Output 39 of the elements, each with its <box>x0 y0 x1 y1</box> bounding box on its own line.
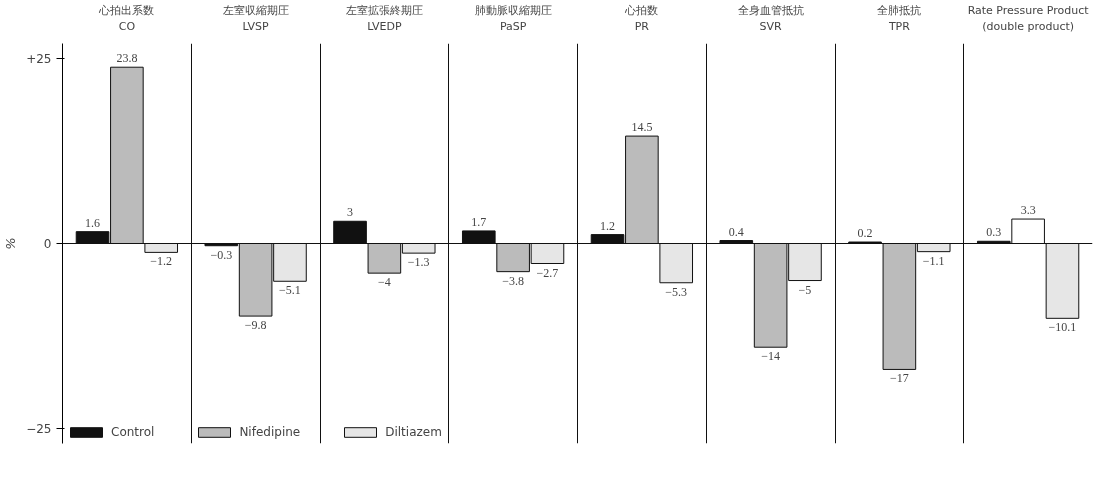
x-tick-label: 全肺抵抗 TPR <box>877 3 922 33</box>
data-label: −17 <box>889 371 909 386</box>
data-label: 23.8 <box>116 51 138 66</box>
x-tick-label: 心拍数 PR <box>624 3 659 33</box>
data-label: 1.2 <box>600 218 616 233</box>
data-label: 1.7 <box>471 214 487 229</box>
y-tick-label: 0 <box>43 237 52 251</box>
y-axis-title: % <box>3 237 19 250</box>
data-label: 3.3 <box>1020 203 1036 218</box>
data-label: −0.3 <box>210 247 233 262</box>
data-label: 0.3 <box>986 225 1002 240</box>
legend-label: Nifedipine <box>239 425 301 439</box>
data-label: −9.8 <box>244 318 267 333</box>
y-tick-label: −25 <box>26 422 52 437</box>
data-label: −3.8 <box>502 273 525 288</box>
data-label: 0.2 <box>857 226 873 241</box>
x-tick-label: 肺動脈収縮期圧 PaSP <box>474 3 552 33</box>
data-label: −10.1 <box>1048 320 1077 335</box>
x-tick-label: 左室収縮期圧 LVSP <box>222 3 289 33</box>
legend-label: Control <box>111 425 155 439</box>
data-label: −1.3 <box>407 255 430 270</box>
data-label: −2.7 <box>536 265 559 280</box>
data-label: 0.4 <box>728 224 744 239</box>
data-label: 3 <box>347 205 354 220</box>
data-label: −5.3 <box>665 284 688 299</box>
data-label: −14 <box>761 349 781 364</box>
y-tick-label: +25 <box>26 51 52 66</box>
x-tick-label: 左室拡張終期圧 LVEDP <box>345 3 423 33</box>
x-tick-label: 心拍出系数 CO <box>98 3 155 33</box>
x-tick-label: 全身血管抵抗 SVR <box>737 3 804 33</box>
data-label: −5 <box>798 282 812 297</box>
data-label: −4 <box>377 275 391 290</box>
data-label: −1.2 <box>150 254 173 269</box>
legend-label: Diltiazem <box>385 425 442 439</box>
data-label: 1.6 <box>85 215 101 230</box>
data-label: −1.1 <box>922 253 945 268</box>
data-label: 14.5 <box>631 120 653 135</box>
data-label: −5.1 <box>279 283 301 298</box>
x-tick-label: Rate Pressure Product (double product) <box>967 3 1090 33</box>
